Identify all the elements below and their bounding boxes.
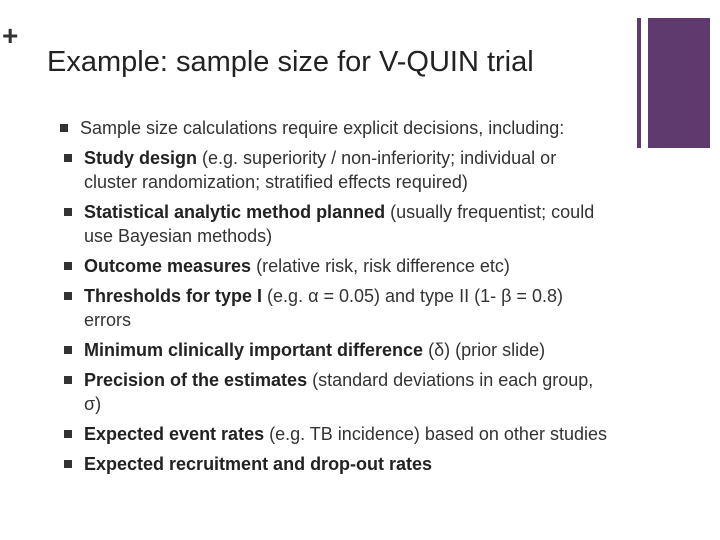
sub-bullet: Statistical analytic method planned (usu… [64,200,614,248]
sub-bullet: Expected event rates (e.g. TB incidence)… [64,422,614,446]
sub-bullet-text: (e.g. superiority / non-inferiority; ind… [84,148,557,192]
sub-bullet: Outcome measures (relative risk, risk di… [64,254,614,278]
accent-block [648,18,710,148]
bullet-marker [60,124,68,132]
accent-bar [637,18,641,148]
sub-bullet: Study design (e.g. superiority / non-inf… [64,146,614,194]
slide-marker: + [2,20,19,51]
sub-bullet: Minimum clinically important difference … [64,338,614,362]
sub-bullet-text: (δ) (prior slide) [428,340,546,360]
sub-bullet: Precision of the estimates (standard dev… [64,368,614,416]
sub-bullet-text: (usually frequentist; could use Bayesian… [84,202,595,246]
sub-bullet-heading: Study design [84,148,198,168]
sub-bullet-text: (standard deviations in each group, σ) [84,370,594,414]
slide-title: Example: sample size for V-QUIN trial [47,46,534,78]
sub-bullet-text: (e.g. α = 0.05) and type II (1- β = 0.8)… [84,286,563,330]
sub-bullet-heading: Precision of the estimates [84,370,308,390]
sub-bullet-heading: Expected event rates [84,424,265,444]
sub-bullet-heading: Statistical analytic method planned [84,202,386,222]
bullet-text: Sample size calculations require explici… [80,118,565,138]
sub-bullet-heading: Expected recruitment and drop-out rates [84,454,433,474]
sub-bullet-list: Study design (e.g. superiority / non-inf… [64,146,614,482]
sub-bullet-heading: Outcome measures [84,256,252,276]
sub-bullet-text: (e.g. TB incidence) based on other studi… [269,424,607,444]
sub-bullet: Expected recruitment and drop-out rates [64,452,614,476]
sub-bullet: Thresholds for type I (e.g. α = 0.05) an… [64,284,614,332]
sub-bullet-text: (relative risk, risk difference etc) [256,256,510,276]
sub-bullet-heading: Thresholds for type I [84,286,263,306]
sub-bullet-heading: Minimum clinically important difference [84,340,424,360]
